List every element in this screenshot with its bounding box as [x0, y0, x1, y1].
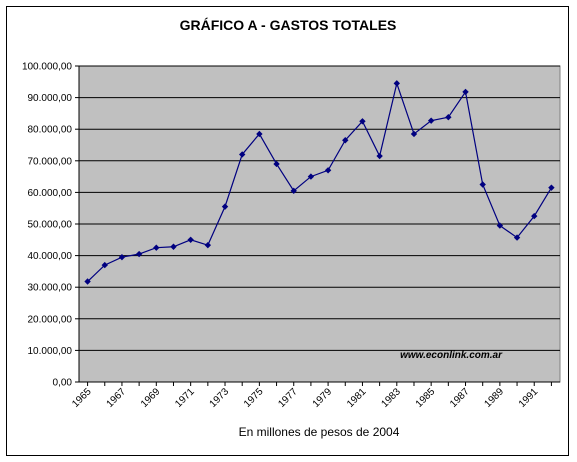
data-point [221, 203, 229, 210]
y-axis-ticks: 0,00 10.000,00 20.000,00 30.000,00 40.000,00… [22, 62, 79, 389]
data-point [410, 130, 418, 138]
data-point [445, 113, 452, 121]
y-tick-label: 40.000,00 [28, 251, 73, 262]
data-point [204, 241, 212, 249]
data-point [393, 80, 401, 87]
x-tick-label: 1975 [242, 386, 266, 410]
data-point [101, 261, 108, 269]
y-tick-label: 100.000,00 [22, 62, 72, 73]
data-point [496, 222, 504, 229]
data-point [238, 151, 246, 158]
x-tick-label: 1971 [173, 386, 197, 410]
gridlines [79, 65, 560, 351]
y-tick-label: 30.000,00 [28, 283, 73, 294]
data-point [513, 234, 521, 241]
data-point [427, 117, 435, 124]
y-tick-label: 0,00 [53, 378, 73, 389]
data-point [307, 173, 315, 180]
data-point [531, 212, 538, 220]
y-tick-label: 80.000,00 [28, 125, 73, 136]
x-tick-label: 1987 [448, 386, 472, 410]
data-point [290, 187, 297, 195]
data-point [153, 244, 160, 251]
y-tick-label: 70.000,00 [28, 156, 73, 167]
source-annotation: www.econlink.com.ar [400, 350, 503, 361]
x-tick-label: 1981 [345, 386, 369, 410]
x-tick-label: 1979 [311, 386, 335, 410]
x-tick-label: 1969 [139, 386, 163, 410]
x-axis-ticks: 1965 1967 1969 1971 1973 1975 1977 1979 1981 1983… [70, 382, 552, 410]
x-tick-label: 1973 [208, 386, 232, 410]
x-tick-label: 1991 [517, 386, 541, 410]
data-point [359, 118, 366, 125]
series-gastos-totales [84, 80, 555, 285]
y-tick-label: 50.000,00 [28, 220, 73, 231]
x-tick-label: 1985 [414, 386, 438, 410]
y-tick-label: 20.000,00 [28, 314, 73, 325]
data-point [462, 88, 469, 96]
x-tick-label: 1989 [482, 386, 506, 410]
data-point [273, 160, 280, 168]
data-point [187, 236, 194, 243]
y-tick-label: 90.000,00 [28, 93, 73, 104]
series-line [87, 81, 552, 282]
data-point [118, 253, 126, 261]
data-point [342, 137, 349, 144]
x-tick-label: 1967 [105, 386, 129, 410]
data-point [256, 130, 263, 138]
chart-title: GRÁFICO A - GASTOS TOTALES [180, 17, 397, 33]
x-tick-label: 1965 [70, 386, 94, 410]
y-tick-label: 10.000,00 [28, 346, 73, 357]
data-point [548, 184, 555, 191]
data-point [479, 181, 486, 188]
x-axis-label: En millones de pesos de 2004 [239, 425, 400, 439]
data-point [84, 278, 91, 285]
data-point [170, 243, 177, 250]
y-tick-label: 60.000,00 [28, 188, 73, 199]
data-point [324, 167, 332, 174]
data-point [135, 250, 143, 258]
x-tick-label: 1983 [379, 386, 403, 410]
x-tick-label: 1977 [276, 386, 300, 410]
data-point [376, 152, 383, 160]
